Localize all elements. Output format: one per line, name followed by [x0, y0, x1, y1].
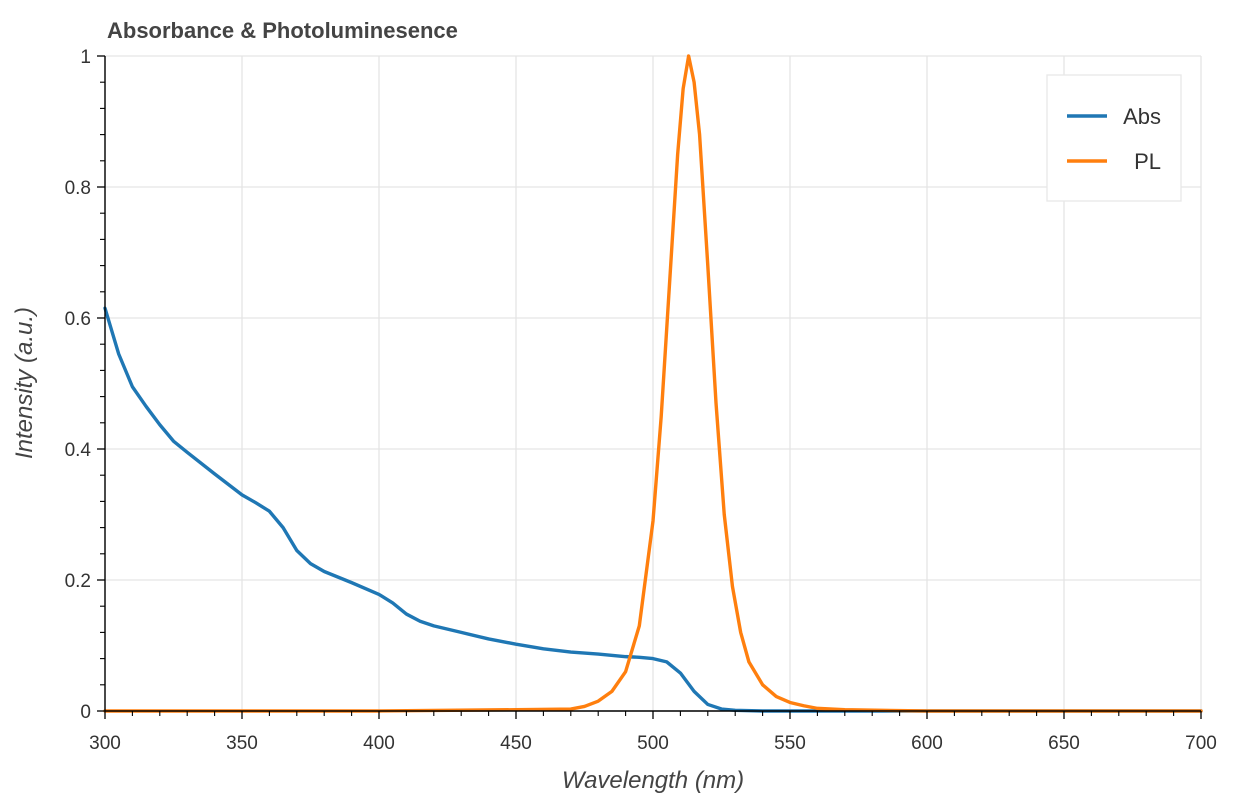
- chart-title: Absorbance & Photoluminesence: [107, 18, 458, 43]
- y-tick-label: 0.8: [65, 178, 91, 199]
- x-axis-title: Wavelength (nm): [562, 767, 744, 794]
- axes: 300 350 400 450 500 550 600 650 700 0 0.2 0.4 0.6 0.8…: [65, 47, 1217, 754]
- y-tick-label: 0.4: [65, 440, 92, 461]
- legend: Abs PL: [1046, 74, 1182, 202]
- x-tick-label: 300: [89, 733, 121, 754]
- x-tick-label: 400: [363, 733, 395, 754]
- legend-label-pl: PL: [1134, 149, 1161, 174]
- x-tick-label: 600: [911, 733, 943, 754]
- legend-box: [1046, 74, 1182, 202]
- series-line-pl: [103, 54, 1203, 713]
- y-tick-label: 0: [80, 702, 91, 723]
- x-tick-label: 500: [637, 733, 669, 754]
- x-tick-label: 650: [1048, 733, 1080, 754]
- x-tick-label: 450: [500, 733, 532, 754]
- legend-label-abs: Abs: [1123, 104, 1161, 129]
- x-tick-label: 350: [226, 733, 258, 754]
- x-tick-label: 700: [1185, 733, 1217, 754]
- y-axis-title: Intensity (a.u.): [11, 307, 38, 459]
- series-line-abs: [103, 306, 1203, 713]
- series-layer: [103, 54, 1203, 713]
- x-tick-label: 550: [774, 733, 806, 754]
- y-tick-label: 1: [80, 47, 91, 68]
- y-tick-label: 0.2: [65, 571, 91, 592]
- grid: [104, 55, 1202, 712]
- y-tick-label: 0.6: [65, 309, 91, 330]
